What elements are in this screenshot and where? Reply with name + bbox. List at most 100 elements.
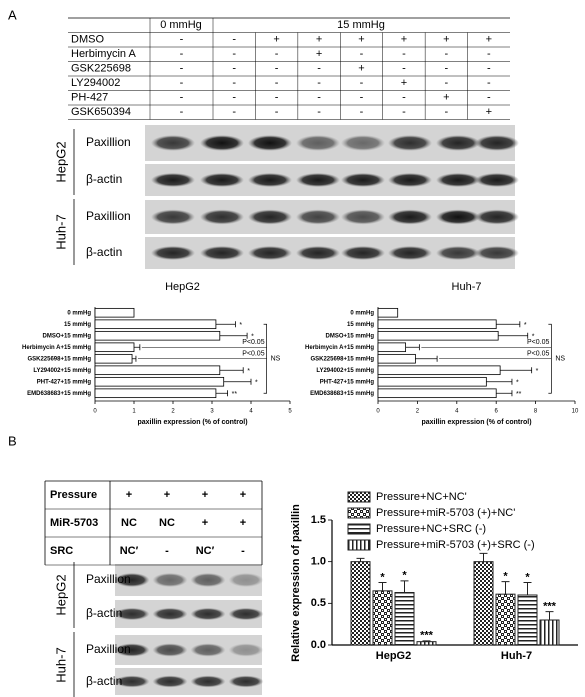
category-label: EMD638683+15 mmHg xyxy=(310,391,374,397)
table-cell: + xyxy=(401,34,407,46)
error-bar xyxy=(356,557,365,562)
significance: * xyxy=(251,334,254,341)
error-bar xyxy=(378,582,387,591)
blot-band xyxy=(387,172,433,188)
table-cell: - xyxy=(487,48,491,60)
category-label: 0 mmHg xyxy=(67,310,91,316)
table-cell: NC xyxy=(159,517,175,529)
blot-band xyxy=(150,209,196,225)
error-bar xyxy=(486,378,513,385)
blot-band xyxy=(114,675,150,688)
blot-band xyxy=(435,245,481,261)
significance: * xyxy=(516,380,519,387)
table-row-label: Pressure xyxy=(50,489,97,501)
error-bar xyxy=(498,332,529,339)
error-bar xyxy=(500,367,533,374)
bar xyxy=(377,353,416,364)
y-tick-label: 1.0 xyxy=(311,556,326,568)
bar xyxy=(377,342,406,353)
category-label: LY294002+15 mmHg xyxy=(316,368,374,374)
table-cell: + xyxy=(126,489,132,501)
table-cell: - xyxy=(232,48,236,60)
protein-label: Paxillion xyxy=(86,209,131,223)
blot-band xyxy=(199,209,245,225)
error-bar xyxy=(496,321,521,328)
y-tick-label: 0.5 xyxy=(311,597,326,609)
table-cell: - xyxy=(275,63,279,75)
protein-label: Paxillion xyxy=(86,135,131,149)
blot-band xyxy=(190,675,226,688)
blot-band xyxy=(387,245,433,261)
legend-label: Pressure+miR-5703 (+)+SRC (-) xyxy=(376,539,535,551)
annotation: P<0.05 xyxy=(242,351,264,358)
error-bar xyxy=(219,332,248,339)
bar xyxy=(94,330,221,341)
error-bar xyxy=(405,344,420,351)
table-cell: - xyxy=(232,34,236,46)
y-tick-label: 1.5 xyxy=(311,514,326,526)
x-tick-label: 2 xyxy=(171,409,175,415)
blot-band xyxy=(295,209,341,225)
bar xyxy=(377,307,399,318)
x-tick-label: 1 xyxy=(132,409,136,415)
table-cell: NC′ xyxy=(120,545,139,557)
category-label: GSK225698+15 mmHg xyxy=(27,356,91,362)
table-row-label: Herbimycin A xyxy=(71,48,136,60)
blot-band xyxy=(114,607,150,621)
x-tick-label: 8 xyxy=(534,409,538,415)
category-label: PHT-427+15 mmHg xyxy=(320,379,375,385)
error-bar xyxy=(479,552,488,562)
blot-band xyxy=(199,172,245,188)
table-cell: - xyxy=(275,92,279,104)
blot-band xyxy=(435,135,481,151)
error-bar xyxy=(496,390,513,397)
x-tick-label: 0 xyxy=(376,409,380,415)
table-row-label: LY294002 xyxy=(71,77,120,89)
category-label: DMSO+15 mmHg xyxy=(42,333,91,339)
table-cell: - xyxy=(360,92,364,104)
significance: * xyxy=(402,570,407,582)
table-cell: - xyxy=(275,77,279,89)
table-header: 0 mmHg xyxy=(160,19,202,31)
bar xyxy=(94,353,133,364)
bar xyxy=(372,590,393,646)
category-label: 15 mmHg xyxy=(64,322,91,328)
significance: * xyxy=(380,571,385,583)
error-bar xyxy=(523,582,532,595)
table-cell: + xyxy=(316,48,322,60)
error-bar xyxy=(415,355,438,362)
error-bar xyxy=(134,344,141,351)
blot-band xyxy=(228,607,264,621)
protein-label: β-actin xyxy=(86,245,122,259)
annotation: P<0.05 xyxy=(242,339,264,346)
table-cell: - xyxy=(180,63,184,75)
legend-label: Pressure+miR-5703 (+)+NC' xyxy=(376,507,515,519)
table-cell: - xyxy=(180,48,184,60)
table-cell: + xyxy=(273,34,279,46)
blot-band xyxy=(295,135,341,151)
blot-band xyxy=(295,245,341,261)
protein-label: β-actin xyxy=(86,606,122,620)
table-cell: + xyxy=(358,63,364,75)
table-cell: - xyxy=(232,106,236,118)
table-cell: - xyxy=(241,545,245,557)
blot-band xyxy=(152,607,188,621)
error-bar xyxy=(219,367,244,374)
error-bar xyxy=(215,390,228,397)
table-cell: + xyxy=(443,34,449,46)
x-axis-label: paxillin expression (% of control) xyxy=(421,419,531,426)
x-tick-label: 2 xyxy=(416,409,420,415)
table-cell: - xyxy=(487,63,491,75)
significance: * xyxy=(239,322,242,329)
panel-label: B xyxy=(8,433,17,448)
blot-band xyxy=(114,572,150,588)
bar xyxy=(94,388,217,399)
x-tick-label: 4 xyxy=(455,409,459,415)
annotation: P<0.05 xyxy=(527,351,549,358)
table-cell: NC′ xyxy=(196,545,215,557)
bar xyxy=(377,365,501,376)
table-row-label: PH-427 xyxy=(71,92,108,104)
category-label: GSK225698+15 mmHg xyxy=(310,356,374,362)
bar xyxy=(350,561,371,646)
bar xyxy=(517,594,538,646)
